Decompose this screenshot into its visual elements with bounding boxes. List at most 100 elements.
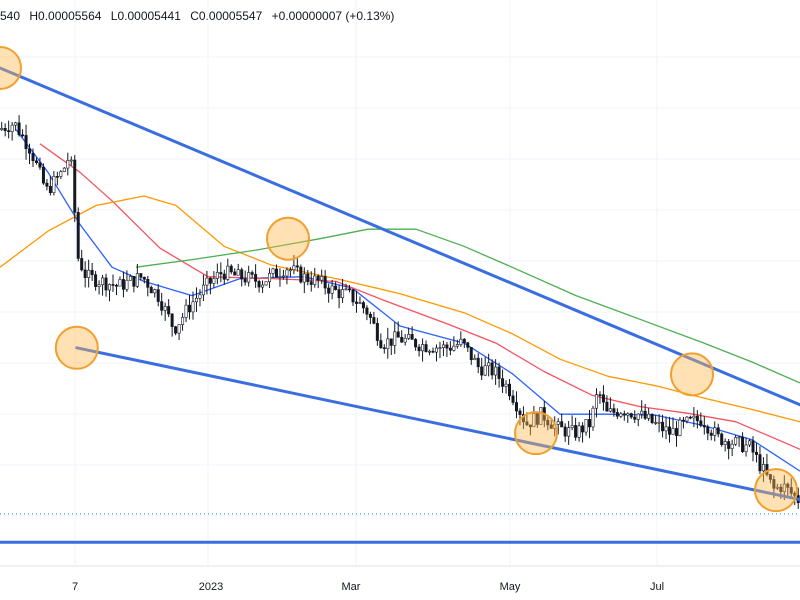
candle-body-down [389,338,393,346]
candle [142,276,146,284]
low-value: L0.00005441 [110,9,181,23]
candle [135,263,139,288]
candle [299,264,303,284]
candle [741,432,745,454]
upper-channel-line[interactable] [0,66,800,407]
candle-body-up [730,443,734,449]
candle [229,264,233,275]
candle-body-down [354,301,358,304]
candle-body-down [786,483,790,488]
candle [581,422,585,443]
candle-body-down [222,273,226,280]
candle-body-down [83,269,87,278]
highlight-circle[interactable] [514,411,558,456]
highlight-circle[interactable] [54,325,99,370]
candle [219,262,223,283]
candle-body-down [476,357,480,368]
candle-body-down [28,148,32,154]
candle-body-down [410,334,414,340]
x-axis-tick-label: 2023 [199,581,223,593]
candle [549,419,553,429]
candle-body-down [233,271,237,276]
candle-body-down [372,317,376,324]
candle [744,437,748,457]
candle-body-up [201,284,205,296]
highlight-circle[interactable] [754,468,798,513]
candle [281,269,285,280]
candle-body-down [765,464,769,475]
candle-body-up [125,279,129,290]
candle-body-down [323,276,327,289]
candle-body-up [285,269,289,277]
candle [434,344,438,362]
candle-body-up [483,365,487,376]
candle [487,353,491,377]
candle [90,262,94,281]
candle-body-up [487,362,491,367]
candle [184,299,188,323]
candle [490,359,494,380]
candle [396,321,400,338]
candle-body-down [581,425,585,433]
highlight-circle[interactable] [670,352,714,397]
x-axis-tick-label: Mar [342,581,361,593]
candle-body-up [344,288,348,291]
candle-body-up [748,440,752,446]
candle-body-up [539,407,543,425]
candle-body-up [459,338,463,345]
candle-body-down [73,159,77,213]
candle [101,274,105,296]
candle [462,338,466,348]
candle-body-down [681,419,685,422]
candle-body-up [14,122,18,126]
candle-body-up [723,441,727,445]
candle-body-down [90,269,94,275]
candle [494,359,498,385]
candle [452,336,456,352]
candle-body-up [194,298,198,303]
candle-body-down [274,268,278,278]
candle-body-up [198,294,202,299]
candle [647,408,651,422]
candle-body-down [295,265,299,268]
candle [240,267,244,287]
candle-body-up [59,171,63,177]
candle [3,123,7,137]
candle [344,283,348,291]
candle-body-down [3,128,7,131]
trendlines[interactable] [0,66,800,544]
highlight-circles[interactable] [0,45,798,513]
candle [636,413,640,427]
candle-body-down [497,366,501,379]
candle-body-down [549,424,553,429]
candle-body-down [727,441,731,449]
candle-body-up [608,408,612,412]
candle [156,284,160,307]
candle-body-down [462,338,466,343]
candle-body-down [334,285,338,290]
candle-body-down [789,487,793,494]
candle-body-down [699,420,703,426]
candle [379,333,383,349]
highlight-circle[interactable] [0,45,22,90]
candle [198,289,202,307]
candle [69,156,73,166]
candle-body-up [268,273,272,283]
candle [681,416,685,429]
candle [0,121,4,131]
candle-body-up [441,344,445,348]
candle-body-down [431,350,435,353]
candle-body-up [584,419,588,433]
candle-body-down [31,152,35,162]
lower-channel-line[interactable] [75,346,800,502]
high-value: H0.00005564 [29,9,102,23]
candle-body-up [236,269,240,276]
candle [640,400,644,419]
candle-body-up [407,334,411,339]
candle-body-up [678,419,682,436]
highlight-circle[interactable] [266,216,310,261]
candle-body-down [633,416,637,420]
candle [316,274,320,289]
candle [17,115,21,137]
